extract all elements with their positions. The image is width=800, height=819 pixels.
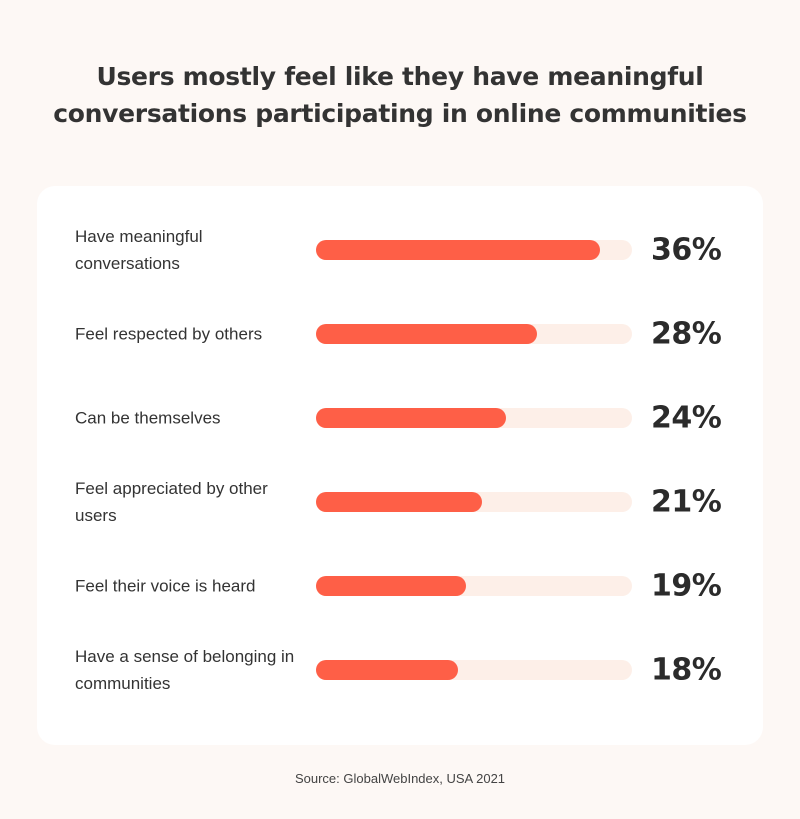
value-label: 18% xyxy=(651,652,722,688)
bar xyxy=(316,240,600,260)
bar-track xyxy=(316,324,632,344)
category-label: Feel respected by others xyxy=(75,324,263,344)
source-note: Source: GlobalWebIndex, USA 2021 xyxy=(294,771,506,786)
chart-title-line-1: Users mostly feel like they have meaning… xyxy=(96,62,704,91)
bar-row: Feel respected by others 28% xyxy=(37,304,763,364)
bar-row: Have a sense of belonging in communities… xyxy=(37,640,763,700)
bar-track xyxy=(316,492,632,512)
category-label: Have meaningful conversations xyxy=(75,227,203,273)
bar-track xyxy=(316,408,632,428)
category-label: Feel appreciated by other users xyxy=(75,479,268,525)
bar-track xyxy=(316,576,632,596)
bar xyxy=(316,324,537,344)
bar-row: Feel appreciated by other users 21% xyxy=(37,472,763,532)
bar xyxy=(316,492,482,512)
value-label: 21% xyxy=(651,484,722,520)
bar-row: Have meaningful conversations 36% xyxy=(37,220,763,280)
value-label: 19% xyxy=(651,568,722,604)
category-label: Can be themselves xyxy=(75,408,221,428)
bar-track xyxy=(316,660,632,680)
category-label: Have a sense of belonging in communities xyxy=(75,647,295,693)
bar-track xyxy=(316,240,632,260)
category-label: Feel their voice is heard xyxy=(75,576,256,596)
chart-title: Users mostly feel like they have meaning… xyxy=(0,58,800,132)
value-label: 24% xyxy=(651,400,722,436)
value-label: 36% xyxy=(651,232,722,268)
value-label: 28% xyxy=(651,316,722,352)
chart-card: Have meaningful conversations 36% Feel res… xyxy=(37,186,763,745)
bar xyxy=(316,408,506,428)
bar-row: Can be themselves 24% xyxy=(37,388,763,448)
bar-row: Feel their voice is heard 19% xyxy=(37,556,763,616)
chart-title-line-2: conversations participating in online co… xyxy=(53,99,747,128)
bar xyxy=(316,660,458,680)
bar xyxy=(316,576,466,596)
